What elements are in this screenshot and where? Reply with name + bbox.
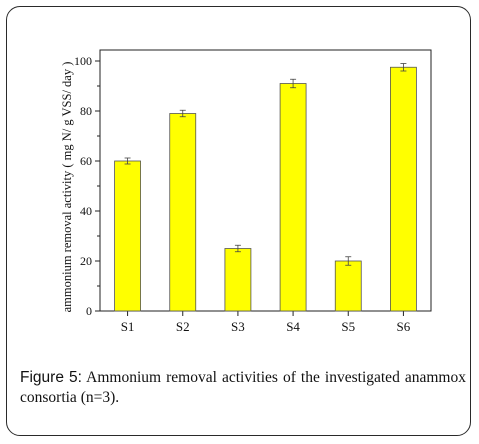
y-tick-label: 100 <box>74 54 92 68</box>
y-tick-label: 60 <box>80 154 92 168</box>
bar-s3 <box>224 248 252 312</box>
bar-s4 <box>279 83 307 312</box>
x-tick-label-s6: S6 <box>397 319 411 334</box>
figure-number: 5: <box>69 369 82 386</box>
bar-s6 <box>390 66 417 312</box>
figure-label: Figure <box>20 369 64 386</box>
x-tick-label-s3: S3 <box>231 319 245 334</box>
bar-s5 <box>334 260 362 312</box>
bar-chart: 0 20 40 60 80 100 S1 S2 S3 S4 S5 S6 ammonium remova… <box>60 49 432 334</box>
y-tick-label: 0 <box>86 304 92 318</box>
x-tick-label-s2: S2 <box>176 319 190 334</box>
bar-s2 <box>169 113 197 312</box>
y-axis-label: ammonium removal activity ( mg N/ g VSS/… <box>60 62 74 313</box>
x-tick-label-s1: S1 <box>121 319 135 334</box>
chart-axes: 0 20 40 60 80 100 S1 S2 S3 S4 S5 S6 <box>74 49 432 334</box>
figure-caption-text: Ammonium removal activities of the inves… <box>20 369 466 406</box>
figure-caption: Figure 5: Ammonium removal activities of… <box>20 368 466 408</box>
y-tick-label: 20 <box>80 254 92 268</box>
x-tick-label-s5: S5 <box>341 319 355 334</box>
y-tick-label: 40 <box>80 204 92 218</box>
x-tick-label-s4: S4 <box>286 319 300 334</box>
chart-bars <box>114 63 417 312</box>
plot-area-border <box>99 49 432 312</box>
bar-s1 <box>114 160 141 312</box>
y-tick-label: 80 <box>80 104 92 118</box>
